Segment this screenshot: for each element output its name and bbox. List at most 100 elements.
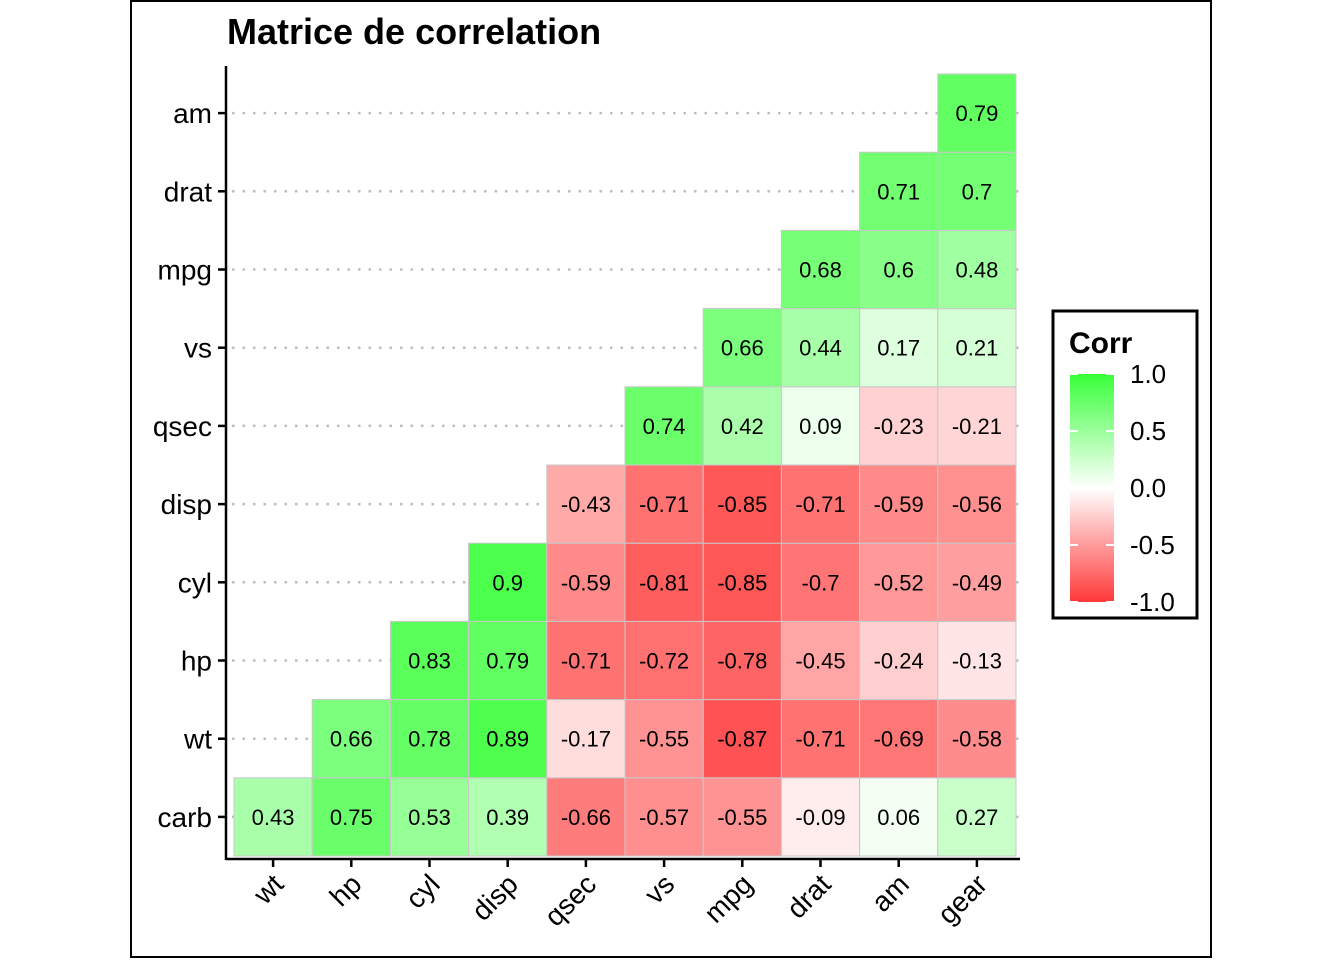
heatmap-cell xyxy=(389,699,470,779)
cell-value-label: 0.7 xyxy=(962,179,993,204)
cell-value-label: 0.06 xyxy=(877,805,920,830)
y-tick-label: drat xyxy=(164,176,212,207)
cell-value-label: -0.7 xyxy=(802,570,840,595)
legend-title: Corr xyxy=(1069,327,1133,360)
cell-value-label: 0.89 xyxy=(486,727,529,752)
heatmap-cell xyxy=(780,386,861,466)
cell-value-label: 0.68 xyxy=(799,258,842,283)
heatmap-cell xyxy=(859,777,939,857)
x-tick-label: wt xyxy=(247,868,290,911)
cell-value-label: 0.79 xyxy=(955,101,998,126)
cell-value-label: 0.6 xyxy=(883,258,914,283)
x-tick-label: disp xyxy=(466,868,524,926)
heatmap-cell xyxy=(702,386,782,466)
legend-tick-label: 1.0 xyxy=(1130,359,1166,389)
heatmap-cells xyxy=(233,73,1017,857)
heatmap-cell xyxy=(546,542,626,622)
heatmap-cell xyxy=(624,699,704,779)
cell-value-label: -0.85 xyxy=(717,570,767,595)
heatmap-cell xyxy=(937,73,1017,153)
y-tick-label: hp xyxy=(181,646,212,677)
heatmap-cell xyxy=(468,699,548,779)
heatmap-cell xyxy=(937,229,1017,310)
cell-value-label: 0.21 xyxy=(955,336,998,361)
cell-value-label: 0.83 xyxy=(408,649,451,674)
heatmap-cell xyxy=(780,229,861,310)
cell-value-label: -0.71 xyxy=(795,492,845,517)
heatmap-cell xyxy=(624,777,704,857)
cell-value-label: -0.81 xyxy=(639,570,689,595)
cell-value-label: 0.42 xyxy=(721,414,764,439)
heatmap-cell xyxy=(702,699,782,779)
cell-value-label: -0.09 xyxy=(795,805,845,830)
chart-title: Matrice de correlation xyxy=(227,11,601,52)
cell-value-label: -0.17 xyxy=(561,727,611,752)
heatmap-cell xyxy=(311,699,391,779)
heatmap-cell xyxy=(702,464,782,544)
heatmap-cell xyxy=(859,308,939,388)
legend-tick-label: -1.0 xyxy=(1130,587,1175,617)
heatmap-cell xyxy=(233,777,313,857)
y-tick-label: qsec xyxy=(153,411,212,442)
x-tick-label: mpg xyxy=(698,868,758,928)
heatmap-cell xyxy=(624,542,704,622)
heatmap-cell xyxy=(859,542,939,622)
cell-value-label: 0.66 xyxy=(330,727,373,752)
y-tick-label: disp xyxy=(161,489,212,520)
heatmap-cell xyxy=(468,777,548,857)
cell-value-label: 0.43 xyxy=(252,805,295,830)
x-tick-label: hp xyxy=(324,868,368,912)
cell-value-label: -0.59 xyxy=(874,492,924,517)
legend-tick-label: -0.5 xyxy=(1130,530,1175,560)
cell-value-label: -0.49 xyxy=(952,570,1002,595)
cell-value-label: 0.79 xyxy=(486,649,529,674)
cell-value-label: -0.43 xyxy=(561,492,611,517)
legend-tick-label: 0.0 xyxy=(1130,473,1166,503)
legend-tick-label: 0.5 xyxy=(1130,416,1166,446)
x-tick-label: vs xyxy=(639,868,681,910)
y-tick-label: carb xyxy=(158,802,212,833)
y-tick-label: cyl xyxy=(178,567,212,598)
legend: Corr 1.0 0.5 0.0 -0.5 -1.0 xyxy=(1051,309,1199,620)
cell-value-label: -0.52 xyxy=(874,570,924,595)
heatmap-cell xyxy=(937,699,1017,779)
cell-value-label: 0.44 xyxy=(799,336,842,361)
x-tick-label: drat xyxy=(781,868,837,924)
heatmap-cell xyxy=(859,699,939,779)
x-tick-label: cyl xyxy=(400,868,446,914)
cell-value-label: -0.23 xyxy=(874,414,924,439)
cell-value-label: -0.55 xyxy=(639,727,689,752)
cell-value-label: -0.71 xyxy=(561,649,611,674)
heatmap-cell xyxy=(389,620,470,701)
heatmap-cell xyxy=(702,542,782,622)
heatmap-cell xyxy=(624,464,704,544)
cell-value-label: -0.57 xyxy=(639,805,689,830)
heatmap-cell xyxy=(780,620,861,701)
heatmap-cell xyxy=(546,699,626,779)
cell-value-label: 0.9 xyxy=(492,570,523,595)
x-tick-label: gear xyxy=(932,868,994,930)
heatmap-cell xyxy=(937,151,1017,231)
heatmap-cell xyxy=(468,542,548,622)
cell-value-label: 0.17 xyxy=(877,336,920,361)
cell-value-label: -0.58 xyxy=(952,727,1002,752)
heatmap-cell xyxy=(702,620,782,701)
cell-value-label: -0.72 xyxy=(639,649,689,674)
plot-frame xyxy=(130,0,1212,958)
cell-value-label: 0.75 xyxy=(330,805,373,830)
cell-value-label: -0.13 xyxy=(952,649,1002,674)
cell-value-label: -0.85 xyxy=(717,492,767,517)
x-tick-label: qsec xyxy=(538,868,602,932)
heatmap-cell xyxy=(937,620,1017,701)
cell-value-label: -0.59 xyxy=(561,570,611,595)
heatmap-cell xyxy=(702,308,782,388)
heatmap-cell xyxy=(468,620,548,701)
x-tick-label: am xyxy=(866,868,915,917)
cell-value-label: -0.71 xyxy=(795,727,845,752)
heatmap-cell xyxy=(937,777,1017,857)
cell-labels: 0.43 0.75 0.53 0.39 -0.66 -0.57 -0.55 -0.09 0.06… xyxy=(252,101,1002,830)
cell-value-label: 0.09 xyxy=(799,414,842,439)
cell-value-label: -0.66 xyxy=(561,805,611,830)
cell-value-label: -0.87 xyxy=(717,727,767,752)
